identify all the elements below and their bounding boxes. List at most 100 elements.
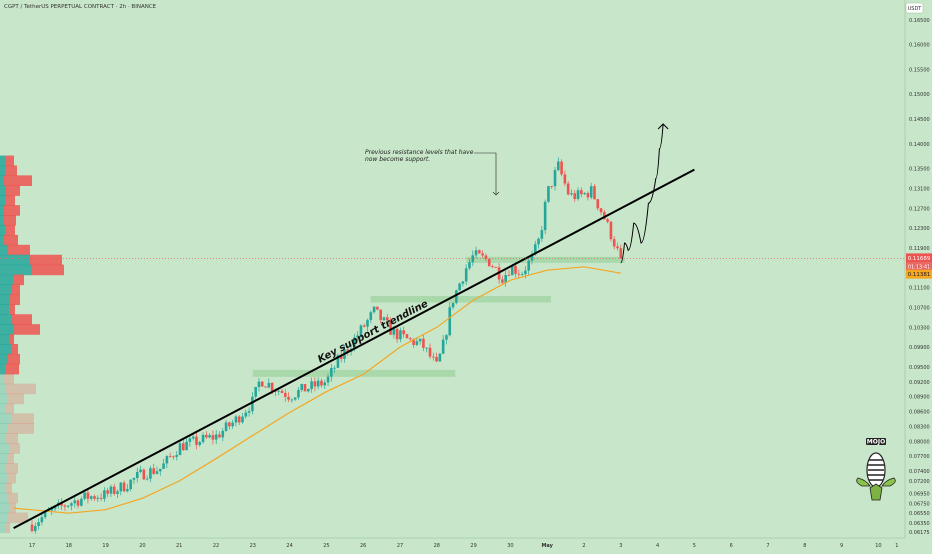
ma-badge-value: 0.11381: [908, 272, 931, 278]
volume-bar-up: [0, 453, 8, 464]
time-axis-ticks: 17 18 19 20 21 22 23 24 25 26 27 28 29 30 May 2 3 4 5 6 7 8 9 1…: [29, 543, 899, 549]
candle-body: [603, 212, 606, 220]
volume-bar-down: [5, 363, 19, 375]
candle-body: [445, 335, 448, 340]
candle-body: [593, 186, 596, 200]
projection-path: [620, 123, 664, 264]
time-axis[interactable]: [0, 538, 932, 550]
support-zone[interactable]: [252, 369, 456, 377]
candle-body: [323, 382, 327, 386]
candle-body: [353, 337, 356, 349]
note-pointer-icon: [474, 152, 500, 196]
candle-body: [37, 522, 40, 527]
candle-body: [369, 312, 373, 320]
volume-bar-down: [5, 165, 17, 177]
price-tick-label: 0.12700: [909, 206, 930, 212]
candle-body: [451, 302, 455, 308]
candle-body: [168, 456, 172, 457]
candle-body: [339, 355, 343, 359]
price-tick-label: 0.15000: [909, 92, 930, 98]
candle-body: [300, 384, 304, 390]
candle-body: [66, 505, 70, 507]
candle-body: [573, 193, 577, 200]
candle-body: [432, 356, 435, 358]
candle-body: [195, 436, 198, 445]
candle-body: [553, 170, 557, 187]
candle-body: [152, 468, 156, 474]
candle-body: [185, 441, 188, 451]
candle-body: [524, 270, 527, 275]
candle-body: [405, 334, 409, 339]
volume-bar-down: [6, 403, 14, 415]
candle-body: [481, 253, 484, 256]
candle-body: [596, 199, 600, 209]
candle-body: [231, 422, 234, 427]
candle-body: [385, 317, 389, 321]
candle-body: [606, 219, 609, 222]
candle-body: [293, 397, 297, 400]
candle-body: [362, 325, 366, 327]
candle-body: [257, 381, 261, 387]
candle-body: [119, 482, 123, 492]
candle-body: [149, 468, 152, 479]
currency-label: USDT: [908, 6, 923, 12]
candle-body: [320, 380, 323, 386]
volume-bar-down: [4, 215, 16, 226]
volume-bar-down: [8, 393, 24, 405]
price-tick-label: 0.11900: [909, 246, 930, 252]
candle-body: [392, 328, 396, 335]
candle-body: [461, 281, 465, 284]
volume-bar-up: [0, 165, 5, 177]
candle-body: [366, 319, 369, 327]
volume-bar-down: [6, 383, 36, 395]
support-zone[interactable]: [370, 296, 551, 303]
moving-average-line: [13, 266, 621, 514]
price-tick-label: 0.16000: [909, 43, 930, 49]
candle-body: [346, 349, 350, 352]
candle-body: [172, 456, 175, 458]
candle-body: [464, 268, 468, 282]
candle-body: [96, 497, 100, 499]
projection-arrow-icon: [657, 123, 669, 130]
volume-bar-up: [0, 433, 6, 444]
candle-body: [106, 490, 109, 494]
candle-body: [379, 309, 382, 321]
candle-body: [507, 275, 511, 276]
volume-bar-down: [6, 155, 14, 167]
price-tick-label: 0.06950: [909, 491, 930, 497]
candle-body: [237, 416, 241, 423]
candle-body: [382, 317, 386, 321]
candle-body: [76, 500, 80, 506]
candle-body: [491, 266, 494, 268]
candle-body: [198, 442, 202, 445]
time-tick-label: 19: [102, 543, 108, 549]
candle-body: [43, 511, 47, 518]
candle-body: [178, 443, 182, 456]
candle-body: [80, 498, 83, 506]
price-tick-label: 0.10700: [909, 305, 930, 311]
candle-body: [191, 436, 195, 439]
candle-body: [441, 339, 445, 354]
candle-body: [478, 250, 481, 254]
candle-body: [313, 381, 317, 387]
support-zone[interactable]: [466, 256, 625, 263]
candle-body: [376, 306, 379, 310]
candle-body: [330, 367, 333, 377]
candle-body: [132, 478, 136, 480]
volume-bar-down: [9, 304, 15, 315]
candle-body: [303, 384, 307, 392]
volume-bar-down: [8, 512, 28, 524]
price-tick-label: 0.08300: [909, 424, 930, 430]
volume-bar-up: [0, 304, 9, 315]
currency-button[interactable]: [905, 2, 924, 14]
chart-title: CGPT / TetherUS PERPETUAL CONTRACT · 2h …: [4, 4, 157, 10]
volume-bar-up: [0, 234, 4, 246]
price-tick-label: 0.09200: [909, 380, 930, 386]
candle-body: [175, 455, 179, 457]
candle-body: [40, 517, 44, 523]
price-tick-label: 0.14000: [909, 142, 930, 148]
support-trendline[interactable]: [13, 168, 695, 529]
candle-body: [537, 238, 540, 245]
